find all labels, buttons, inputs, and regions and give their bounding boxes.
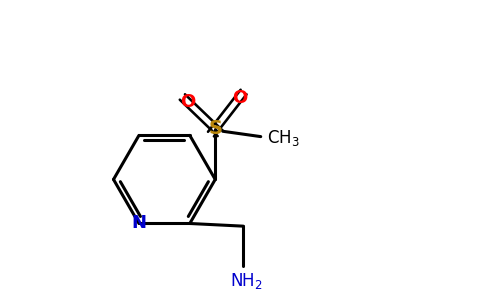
Text: CH$_3$: CH$_3$ (267, 128, 300, 148)
Text: N: N (132, 214, 147, 232)
Text: S: S (208, 119, 222, 138)
Text: NH$_2$: NH$_2$ (229, 271, 262, 291)
Text: O: O (232, 88, 247, 106)
Text: O: O (180, 93, 195, 111)
